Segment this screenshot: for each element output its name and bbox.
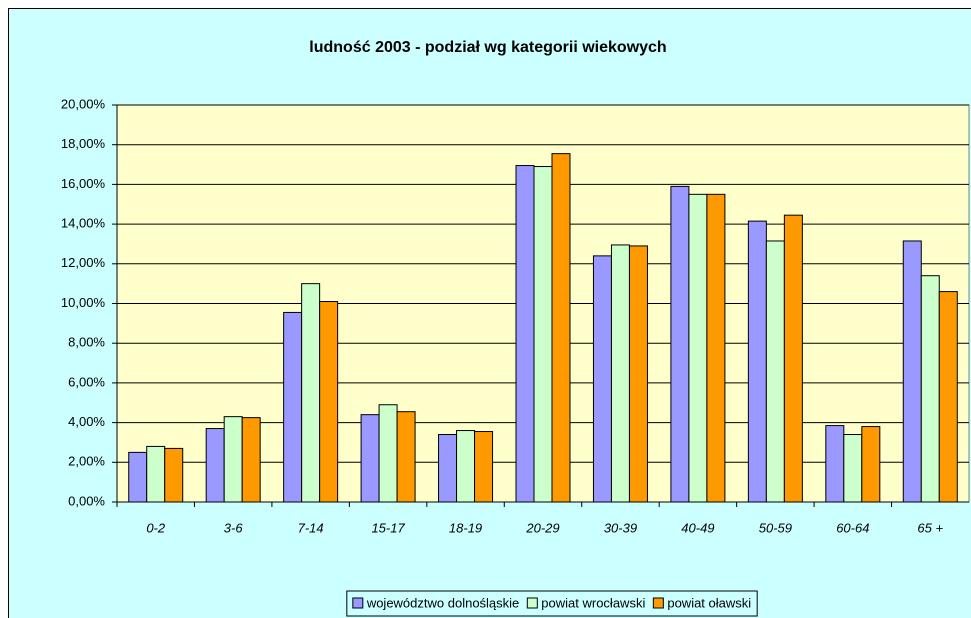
y-tick-label: 14,00% — [61, 216, 106, 231]
x-tick-label: 40-49 — [681, 520, 714, 535]
bar — [670, 185, 690, 503]
y-tick-label: 6,00% — [68, 374, 105, 389]
legend-label: powiat wrocławski — [541, 595, 645, 610]
bar — [360, 414, 380, 503]
bar — [706, 193, 726, 503]
y-tick-label: 10,00% — [61, 295, 106, 310]
bar — [301, 283, 321, 503]
x-tick-label: 30-39 — [604, 520, 637, 535]
x-tick-label: 0-2 — [146, 520, 166, 535]
bar — [747, 220, 767, 503]
x-tick-label: 50-59 — [759, 520, 792, 535]
bar — [128, 451, 148, 503]
y-tick-label: 16,00% — [61, 176, 106, 191]
legend-label: powiat oławski — [667, 595, 751, 610]
bar — [861, 426, 881, 503]
y-tick-label: 12,00% — [61, 255, 106, 270]
bar — [825, 425, 845, 503]
bar — [783, 214, 803, 503]
bar — [765, 240, 785, 503]
x-tick-label: 3-6 — [224, 520, 244, 535]
y-tick-label: 4,00% — [68, 414, 105, 429]
bar — [938, 291, 958, 503]
chart-title: ludność 2003 - podział wg kategorii wiek… — [309, 39, 666, 56]
bar — [438, 434, 458, 503]
bar — [610, 244, 630, 503]
x-tick-label: 65 + — [917, 520, 943, 535]
bar — [456, 430, 476, 503]
legend-swatch — [652, 597, 664, 609]
y-tick-label: 2,00% — [68, 454, 105, 469]
x-tick-label: 60-64 — [836, 520, 869, 535]
bar — [396, 411, 416, 503]
legend — [346, 590, 758, 617]
bar — [628, 245, 648, 503]
x-tick-label: 20-29 — [525, 520, 559, 535]
bar — [902, 240, 922, 503]
bar — [319, 301, 339, 503]
x-tick-label: 7-14 — [298, 520, 324, 535]
bar — [533, 166, 553, 503]
bar — [205, 428, 225, 503]
bar — [592, 255, 612, 503]
legend-swatch — [526, 597, 538, 609]
bar — [515, 165, 535, 503]
bar — [164, 447, 184, 503]
y-tick-label: 0,00% — [68, 493, 105, 508]
y-tick-label: 8,00% — [68, 335, 105, 350]
bar — [146, 445, 166, 503]
bar — [223, 416, 243, 503]
bar — [378, 404, 398, 503]
x-tick-label: 18-19 — [449, 520, 482, 535]
bar — [283, 311, 303, 503]
bar — [843, 434, 863, 503]
y-tick-label: 18,00% — [61, 136, 106, 151]
bar — [241, 417, 261, 503]
legend-label: województwo dolnośląskie — [366, 595, 519, 610]
bar — [474, 431, 494, 503]
bar — [920, 275, 940, 503]
bar — [551, 153, 571, 503]
x-tick-label: 15-17 — [371, 520, 405, 535]
bar — [688, 193, 708, 503]
y-tick-label: 20,00% — [61, 96, 106, 111]
legend-swatch — [352, 597, 364, 609]
